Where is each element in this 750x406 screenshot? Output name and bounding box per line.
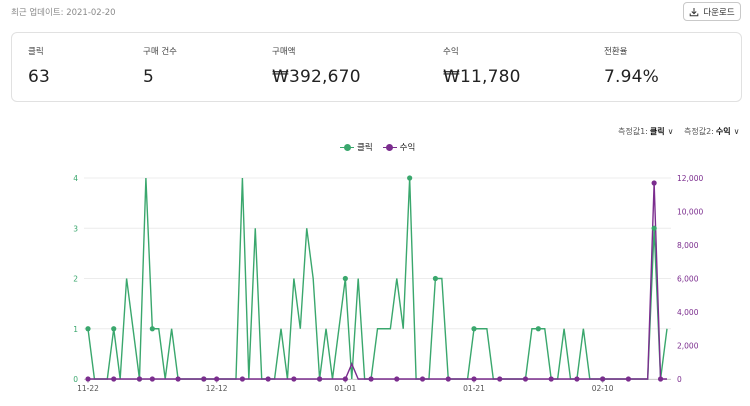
y-right-tick-label: 0 [677,375,682,384]
measure2-label: 측정값2: [684,127,714,136]
stat-revenue-label: 수익 [443,47,459,57]
legend-item-revenue[interactable]: 수익 [382,141,416,153]
data-point-revenue [445,376,451,382]
data-point-revenue [394,376,400,382]
stat-conversion-rate-value: 7.94% [604,67,660,87]
stat-purchase-amount-value: ₩392,670 [272,67,361,87]
y-right-tick-label: 8,000 [677,241,699,250]
x-tick-label: 02-10 [592,384,614,393]
y-left-tick-label: 0 [73,375,78,384]
data-point-revenue [657,376,664,382]
data-point-revenue [368,376,374,382]
y-left-tick-label: 1 [73,325,78,334]
legend-label-clicks: 클릭 [357,143,373,153]
download-icon [689,7,699,17]
data-point-revenue [201,376,207,382]
data-point-revenue [175,376,181,382]
chevron-down-icon: ∨ [667,127,674,136]
y-left-tick-label: 3 [73,224,78,233]
measure1-selector[interactable]: 측정값1: 클릭 ∨ [618,126,673,137]
data-point-revenue [419,376,426,382]
data-point-revenue [239,376,245,382]
data-point-clicks [85,326,91,332]
data-point-revenue [574,376,580,382]
stat-clicks-value: 63 [28,67,51,87]
chart-legend: 클릭 수익 [340,141,415,153]
data-point-revenue [214,376,220,382]
stat-conversion-rate-label: 전환율 [604,47,628,57]
data-point-revenue [136,376,143,382]
x-tick-label: 01-01 [334,384,356,393]
y-right-tick-label: 6,000 [677,275,699,284]
data-point-revenue [471,376,477,382]
x-tick-label: 01-21 [463,384,485,393]
data-point-revenue [149,376,155,382]
legend-swatch-revenue [382,143,397,151]
grid-lines [84,177,671,380]
legend-swatch-clicks [340,143,354,151]
legend-item-clicks[interactable]: 클릭 [340,141,373,153]
y-right-tick-label: 2,000 [677,342,699,351]
data-point-revenue [497,376,503,382]
stat-revenue-value: ₩11,780 [443,67,521,87]
measure1-label: 측정값1: [618,127,648,136]
download-button[interactable]: 다운로드 [683,2,741,21]
data-point-clicks [111,326,117,332]
data-point-revenue [548,376,554,382]
data-point-revenue [625,376,632,382]
data-point-revenue [85,376,91,382]
measure1-value: 클릭 [649,127,665,136]
stat-clicks: 클릭 63 [28,45,50,87]
stat-clicks-label: 클릭 [28,47,44,57]
y-right-tick-label: 10,000 [677,208,703,217]
series-layer [85,175,668,382]
y-right-tick-label: 4,000 [677,308,699,317]
left-axis-ticks: 0 1 2 3 4 [73,174,78,384]
data-point-revenue [651,180,657,186]
y-left-tick-label: 4 [73,174,78,183]
x-tick-label: 11-22 [77,384,99,393]
measure2-selector[interactable]: 측정값2: 수익 ∨ [684,126,739,137]
top-bar: 최근 업데이트: 2021-02-20 다운로드 [0,0,750,26]
data-point-revenue [342,376,348,382]
data-point-revenue [317,376,323,382]
x-tick-label: 12-12 [206,384,228,393]
y-right-tick-label: 12,000 [677,174,703,183]
data-point-clicks [651,225,657,231]
data-point-revenue [291,376,297,382]
data-point-clicks [342,275,348,282]
stat-purchases: 구매 건수 5 [143,45,177,87]
data-point-clicks [432,275,438,282]
data-point-clicks [535,326,541,332]
data-point-clicks [407,175,413,181]
stat-purchase-amount: 구매액 ₩392,670 [272,45,361,87]
chevron-down-icon: ∨ [733,127,740,136]
data-point-revenue [522,376,529,382]
stat-conversion-rate: 전환율 7.94% [604,45,659,87]
right-axis-ticks: 0 2,000 4,000 6,000 8,000 10,000 12,000 [677,174,703,384]
stat-purchase-amount-label: 구매액 [272,47,296,57]
data-point-clicks [471,326,477,332]
series-line-revenue [88,183,667,380]
y-left-tick-label: 2 [73,275,78,284]
stat-revenue: 수익 ₩11,780 [443,45,521,87]
data-point-revenue [265,376,271,382]
data-point-clicks [149,326,155,332]
summary-stats-card: 클릭 63 구매 건수 5 구매액 ₩392,670 수익 ₩11,780 전환… [11,32,742,102]
measure2-value: 수익 [715,127,731,136]
data-point-revenue [600,376,606,382]
legend-label-revenue: 수익 [399,143,416,153]
stat-purchases-value: 5 [143,67,155,87]
download-label: 다운로드 [703,7,735,18]
last-updated-text: 최근 업데이트: 2021-02-20 [11,8,116,18]
stat-purchases-label: 구매 건수 [143,47,177,57]
data-point-revenue [111,376,117,382]
